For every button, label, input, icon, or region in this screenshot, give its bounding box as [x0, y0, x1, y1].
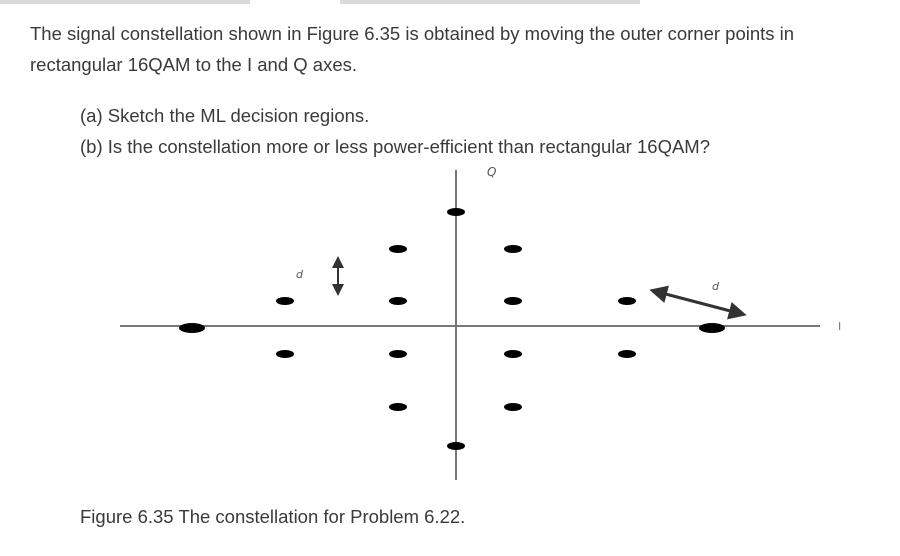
point [389, 297, 407, 305]
point [504, 350, 522, 358]
point [504, 297, 522, 305]
part-b: (b) Is the constellation more or less po… [80, 136, 710, 157]
point [389, 403, 407, 411]
distance-arrow-right [649, 285, 747, 320]
point [276, 297, 294, 305]
point-q-top [447, 208, 465, 216]
point [389, 245, 407, 253]
point [276, 350, 294, 358]
top-border [0, 0, 900, 4]
constellation-figure: Q I d d [120, 165, 841, 480]
point-i-right [699, 323, 725, 333]
figure-caption: Figure 6.35 The constellation for Proble… [80, 506, 466, 527]
problem-parts: (a) Sketch the ML decision regions. (b) … [80, 100, 710, 162]
point-i-left [179, 323, 205, 333]
q-axis-label: Q [487, 165, 496, 179]
point [504, 245, 522, 253]
point [618, 297, 636, 305]
problem-intro: The signal constellation shown in Figure… [30, 23, 795, 75]
distance-label-left: d [296, 268, 304, 281]
point [618, 350, 636, 358]
i-axis-label: I [838, 320, 841, 333]
part-a: (a) Sketch the ML decision regions. [80, 105, 370, 126]
point [389, 350, 407, 358]
point [504, 403, 522, 411]
point-q-bottom [447, 442, 465, 450]
distance-label-right: d [712, 280, 720, 293]
